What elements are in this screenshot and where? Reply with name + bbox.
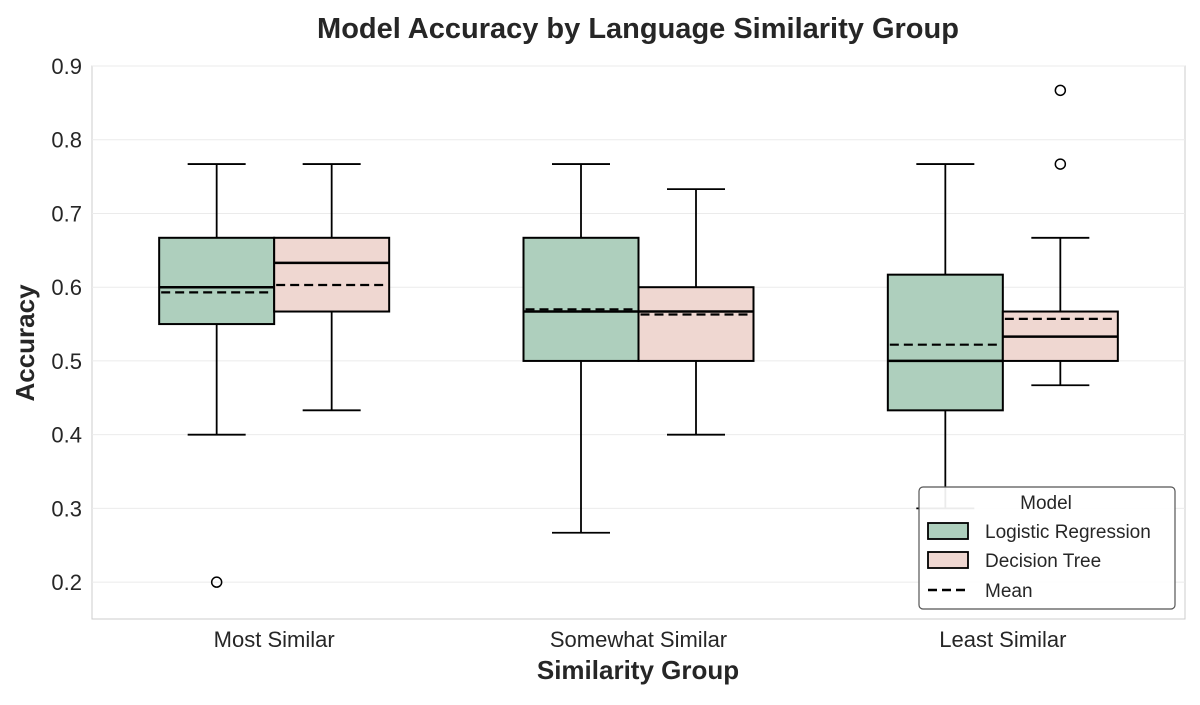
y-axis-label: Accuracy	[10, 284, 40, 402]
y-tick-label: 0.8	[51, 128, 82, 153]
box-decision-tree	[273, 236, 391, 313]
box-elements	[158, 84, 1119, 588]
y-tick-label: 0.5	[51, 349, 82, 374]
outlier-point-decision-tree	[1054, 84, 1067, 97]
x-tick-label: Most Similar	[214, 627, 335, 652]
legend-label-decision-tree: Decision Tree	[985, 551, 1101, 572]
chart-title: Model Accuracy by Language Similarity Gr…	[317, 13, 959, 45]
x-axis-label: Similarity Group	[537, 655, 739, 685]
chart-legend: Model Logistic Regression Decision Tree …	[918, 486, 1176, 610]
x-tick-label: Somewhat Similar	[550, 627, 727, 652]
box-logistic-regression	[522, 236, 640, 362]
y-tick-label: 0.6	[51, 275, 82, 300]
y-tick-label: 0.7	[51, 201, 82, 226]
box-decision-tree	[637, 286, 755, 362]
y-tick-label: 0.4	[51, 423, 82, 448]
legend-title: Model	[1020, 493, 1072, 514]
legend-swatch-decision-tree	[927, 551, 969, 569]
legend-swatch-logistic-regression	[927, 522, 969, 540]
outlier-point-decision-tree	[1054, 158, 1067, 170]
outlier-point-logistic-regression	[210, 576, 223, 588]
box-logistic-regression	[886, 273, 1004, 412]
y-tick-label: 0.2	[51, 570, 82, 595]
y-tick-label: 0.3	[51, 496, 82, 521]
x-tick-label: Least Similar	[939, 627, 1066, 652]
legend-label-logistic-regression: Logistic Regression	[985, 522, 1151, 543]
legend-frame	[918, 486, 1176, 610]
y-axis-ticks: 0.2 0.3 0.4 0.5 0.6 0.7 0.8 0.9	[51, 54, 82, 595]
box-logistic-regression	[158, 236, 276, 326]
y-tick-label: 0.9	[51, 54, 82, 79]
legend-label-mean: Mean	[985, 581, 1033, 602]
x-axis-ticks: Most Similar Somewhat Similar Least Simila…	[214, 627, 1067, 652]
